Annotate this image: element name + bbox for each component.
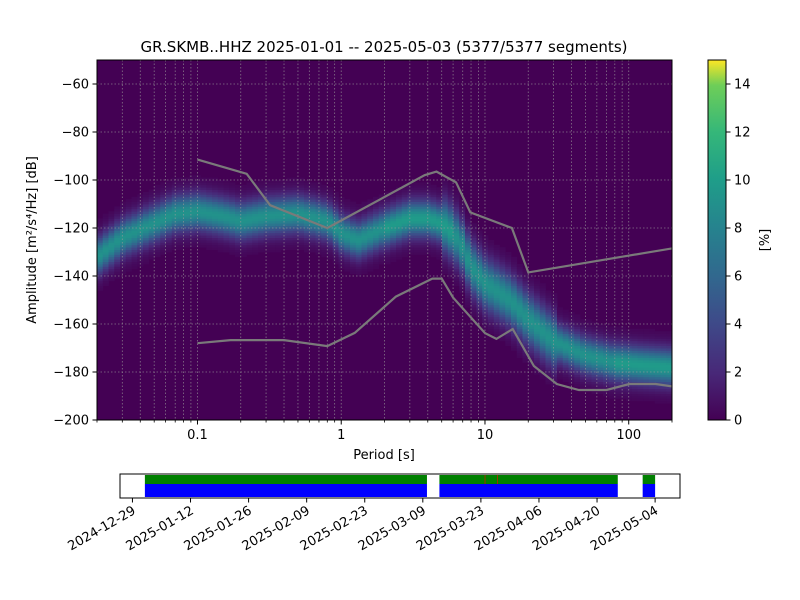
coverage-frame <box>119 473 681 499</box>
coverage-chart: 2024-12-292025-01-122025-01-262025-02-09… <box>66 473 681 554</box>
coverage-segment <box>439 484 618 497</box>
processed-segment <box>439 475 618 484</box>
x-tick-label: 1 <box>337 428 345 443</box>
coverage-bars <box>144 475 656 497</box>
date-axis-ticks: 2024-12-292025-01-122025-01-262025-02-09… <box>66 498 661 554</box>
y-tick-label: −60 <box>62 78 89 93</box>
y-tick-label: −160 <box>53 318 89 333</box>
colorbar-tick-label: 14 <box>734 78 751 93</box>
x-axis-ticks: 0.1 1 10 100 <box>96 420 673 443</box>
colorbar-tick-label: 12 <box>734 126 751 141</box>
colorbar-tick-label: 10 <box>734 174 751 189</box>
coverage-segment <box>642 484 656 497</box>
x-axis-label: Period [s] <box>353 448 415 463</box>
y-tick-label: −120 <box>53 222 89 237</box>
colorbar-tick-label: 6 <box>734 270 742 285</box>
x-tick-label: 100 <box>616 428 641 443</box>
y-axis-ticks: −60 −80 −100 −120 −140 −160 −180 −200 <box>53 78 97 429</box>
y-tick-label: −140 <box>53 270 89 285</box>
colorbar-tick-label: 4 <box>734 318 742 333</box>
colorbar-tick-label: 0 <box>734 414 742 429</box>
nlnm-curve <box>197 277 672 392</box>
y-tick-label: −80 <box>62 126 89 141</box>
x-tick-label: 10 <box>477 428 494 443</box>
processed-segment <box>144 475 427 484</box>
coverage-segment <box>144 484 427 497</box>
ppsd-plot: 0.1 1 10 100 −60 −80 −100 −120 −140 −160 −180 −200 <box>53 59 673 443</box>
y-axis-label: Amplitude [m²/s⁴/Hz] [dB] <box>25 156 40 324</box>
y-tick-label: −180 <box>53 366 89 381</box>
colorbar-tick-label: 2 <box>734 366 742 381</box>
colorbar-tick-label: 8 <box>734 222 742 237</box>
y-tick-label: −100 <box>53 174 89 189</box>
colorbar: 0 2 4 6 8 10 12 14 [%] <box>707 59 773 429</box>
colorbar-gradient <box>707 59 727 421</box>
chart-title: GR.SKMB..HHZ 2025-01-01 -- 2025-05-03 (5… <box>141 38 628 56</box>
nhnm-curve <box>197 158 672 274</box>
grid-layer <box>97 60 672 420</box>
colorbar-ticks: 0 2 4 6 8 10 12 14 <box>726 78 751 429</box>
colorbar-label: [%] <box>758 229 773 252</box>
processed-segment <box>642 475 656 484</box>
y-tick-label: −200 <box>53 414 89 429</box>
x-tick-label: 0.1 <box>187 428 208 443</box>
